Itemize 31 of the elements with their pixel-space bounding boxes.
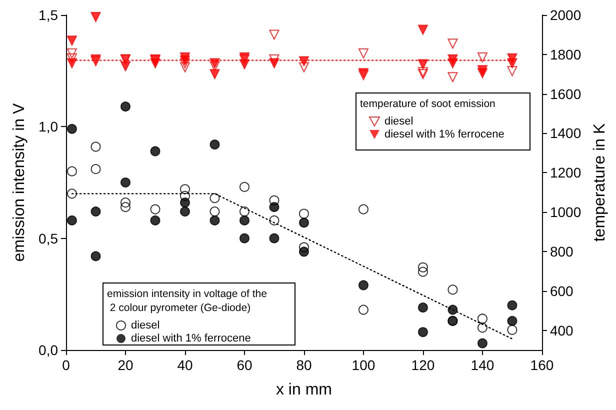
y2-tick-label: 1600 bbox=[550, 86, 582, 102]
y-tick-label: 1,5 bbox=[38, 7, 58, 23]
y2-tick-label: 400 bbox=[550, 322, 574, 338]
x-tick-label: 100 bbox=[352, 357, 376, 373]
y-tick-label: 0,5 bbox=[38, 230, 58, 246]
y2-axis-title: temperature in K bbox=[592, 123, 608, 242]
x-tick-label: 140 bbox=[470, 357, 494, 373]
text: temperature of soot emission bbox=[360, 98, 496, 110]
x-tick-label: 0 bbox=[62, 357, 70, 373]
y-tick-label: 1,0 bbox=[38, 118, 58, 135]
y2-tick-label: 800 bbox=[550, 243, 574, 260]
y2-tick-label: 2000 bbox=[550, 7, 582, 23]
y-tick-label: 0,0 bbox=[38, 342, 58, 358]
x-tick-label: 20 bbox=[118, 357, 134, 373]
y2-tick-label: 1000 bbox=[550, 204, 582, 220]
x-tick-label: 80 bbox=[296, 357, 312, 373]
x-tick-label: 160 bbox=[530, 357, 554, 373]
legend-label: diesel bbox=[131, 320, 160, 332]
y2-tick-label: 1400 bbox=[550, 125, 582, 142]
y2-tick-label: 1800 bbox=[550, 46, 582, 62]
legend-label: diesel with 1% ferrocene bbox=[384, 128, 504, 140]
x-tick-label: 60 bbox=[236, 357, 252, 373]
x-tick-label: 120 bbox=[411, 357, 435, 373]
text: emission intensity in voltage of the 2 colour pyrometer (Ge-diode) bbox=[107, 288, 267, 314]
y2-tick-label: 600 bbox=[550, 282, 574, 299]
legend-label: diesel with 1% ferrocene bbox=[131, 332, 251, 344]
legend-label: diesel bbox=[384, 116, 414, 128]
y-axis-title: emission intensity in V bbox=[11, 103, 28, 262]
y2-tick-label: 1200 bbox=[550, 164, 582, 181]
x-tick-label: 40 bbox=[177, 357, 193, 373]
x-axis-title: x in mm bbox=[276, 382, 332, 398]
